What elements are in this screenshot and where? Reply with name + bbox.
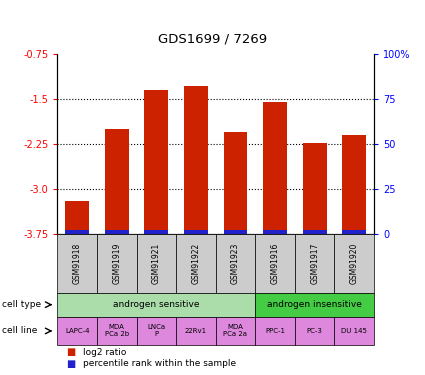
Text: 22Rv1: 22Rv1 [185,328,207,334]
Text: GSM91918: GSM91918 [73,243,82,284]
Bar [342,230,366,234]
Bar [303,142,326,234]
Bar [65,230,89,234]
Bar [224,132,247,234]
Bar [224,230,247,234]
Bar [342,135,366,234]
Bar [105,230,129,234]
Text: DU 145: DU 145 [341,328,367,334]
Bar [263,230,287,234]
Text: androgen insensitive: androgen insensitive [267,300,362,309]
Bar [144,230,168,234]
Text: PC-3: PC-3 [307,328,323,334]
Text: ■: ■ [66,359,75,369]
Text: GDS1699 / 7269: GDS1699 / 7269 [158,32,267,45]
Text: percentile rank within the sample: percentile rank within the sample [83,359,236,368]
Text: androgen sensitive: androgen sensitive [113,300,200,309]
Text: log2 ratio: log2 ratio [83,348,126,357]
Text: PPC-1: PPC-1 [265,328,285,334]
Text: LNCa
P: LNCa P [147,324,165,338]
Bar [303,230,326,234]
Text: GSM91922: GSM91922 [191,243,201,284]
Bar [184,230,208,234]
Text: cell type: cell type [2,300,41,309]
Text: GSM91923: GSM91923 [231,243,240,284]
Bar [184,86,208,234]
Text: GSM91919: GSM91919 [112,243,121,284]
Bar [263,102,287,234]
Bar [105,129,129,234]
Text: GSM91917: GSM91917 [310,243,319,284]
Text: ■: ■ [66,347,75,357]
Bar [144,90,168,234]
Bar [65,201,89,234]
Text: MDA
PCa 2b: MDA PCa 2b [105,324,129,338]
Text: GSM91921: GSM91921 [152,243,161,284]
Text: LAPC-4: LAPC-4 [65,328,89,334]
Text: cell line: cell line [2,326,37,335]
Text: GSM91916: GSM91916 [271,243,280,284]
Text: GSM91920: GSM91920 [350,243,359,284]
Text: MDA
PCa 2a: MDA PCa 2a [224,324,247,338]
